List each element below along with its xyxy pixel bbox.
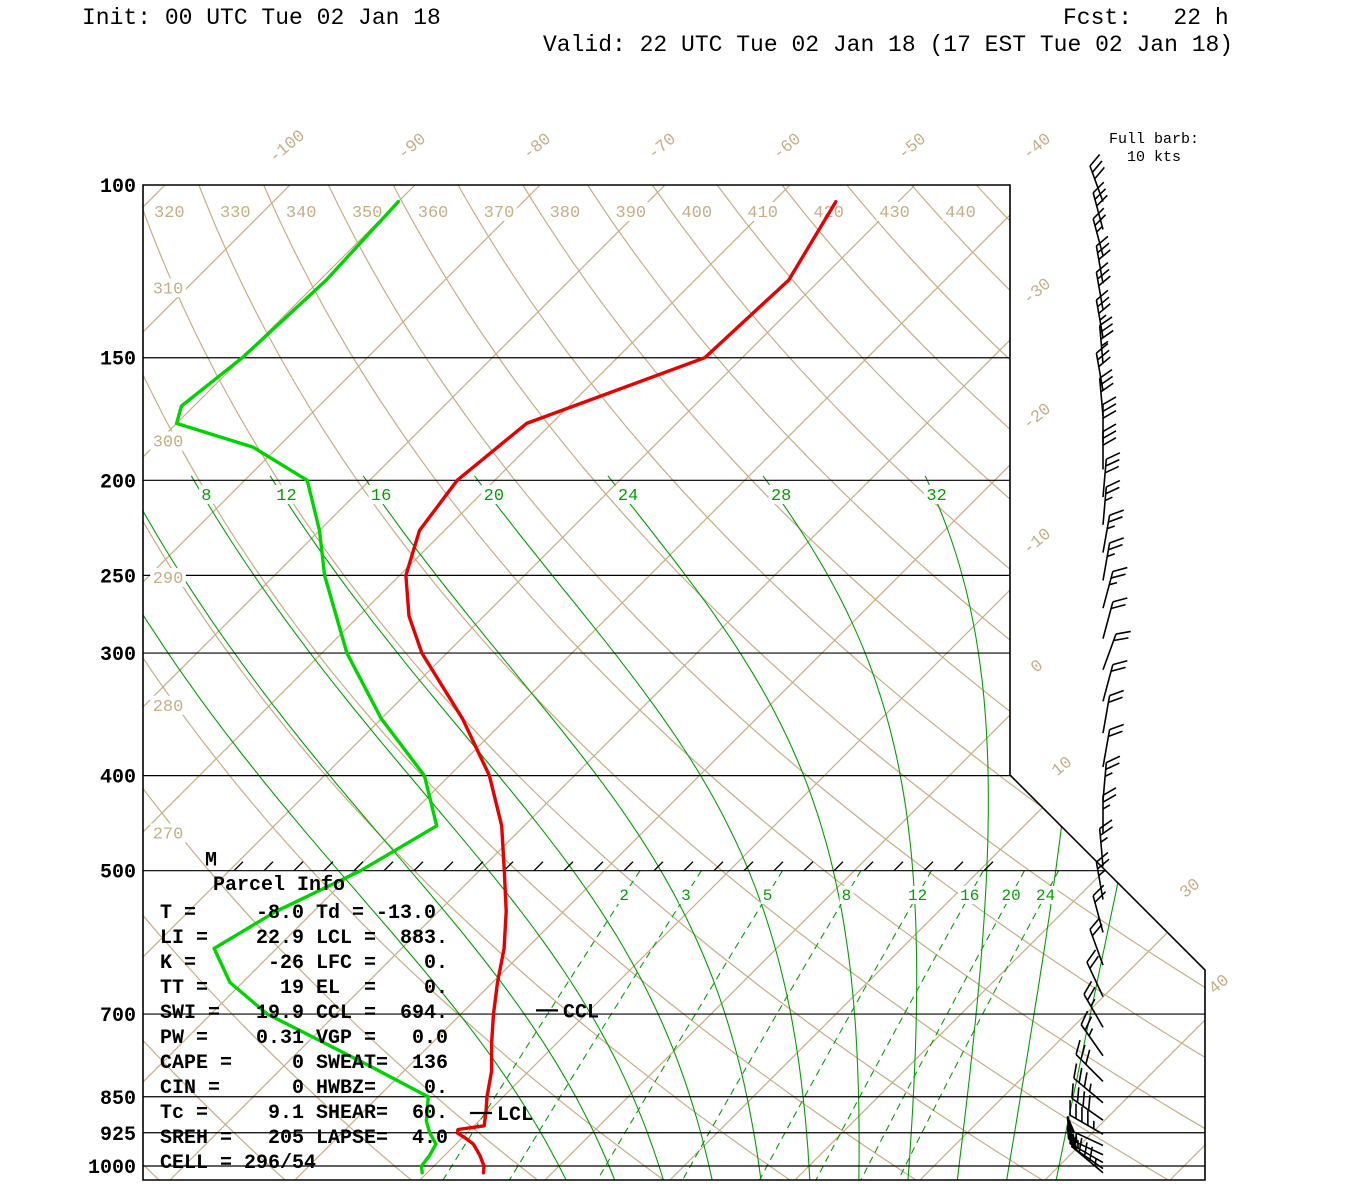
wind-barb-legend-title: Full barb: <box>1108 131 1199 148</box>
svg-text:850: 850 <box>100 1088 136 1111</box>
svg-text:16: 16 <box>371 487 391 506</box>
forecast-hour-label: Fcst: 22 h <box>1063 5 1229 31</box>
wind-barb-legend-units: 10 kts <box>1126 149 1181 166</box>
svg-text:-90: -90 <box>395 130 431 164</box>
wind-barb-column <box>1066 153 1131 1174</box>
wind-barb-legend: Full barb: 10 kts <box>1098 131 1210 167</box>
svg-text:925: 925 <box>100 1124 136 1147</box>
moist-adiabat-lines <box>143 475 1187 1180</box>
dewpoint-trace <box>174 200 439 1175</box>
svg-text:360: 360 <box>418 204 449 223</box>
svg-text:0: 0 <box>1028 657 1048 678</box>
svg-text:300: 300 <box>100 644 136 667</box>
svg-text:430: 430 <box>879 204 910 223</box>
svg-text:-20: -20 <box>1020 400 1056 434</box>
svg-text:440: 440 <box>945 204 976 223</box>
svg-text:8: 8 <box>842 887 852 905</box>
svg-text:320: 320 <box>154 204 185 223</box>
svg-text:-10: -10 <box>1020 525 1056 559</box>
svg-text:500: 500 <box>100 862 136 885</box>
sounding-traces <box>174 200 838 1175</box>
svg-text:-100: -100 <box>266 127 309 168</box>
svg-text:16: 16 <box>960 887 979 905</box>
svg-text:40: 40 <box>1206 971 1234 999</box>
svg-text:-40: -40 <box>1020 130 1056 164</box>
svg-text:32: 32 <box>926 487 946 506</box>
dry-adiabat-labels-top: 320 330 340 350 360 370 380 390 400 410 420 430 440 <box>151 202 979 223</box>
svg-text:8: 8 <box>201 487 211 506</box>
dry-adiabat-labels-left: 310 300 290 280 270 <box>150 278 186 845</box>
svg-text:-70: -70 <box>645 130 681 164</box>
svg-text:30: 30 <box>1177 875 1205 903</box>
svg-text:12: 12 <box>276 487 296 506</box>
svg-text:20: 20 <box>484 487 504 506</box>
hatched-level-ticks <box>233 861 994 872</box>
svg-text:-60: -60 <box>770 130 806 164</box>
svg-text:-30: -30 <box>1020 275 1056 309</box>
svg-text:-80: -80 <box>520 130 556 164</box>
svg-text:100: 100 <box>100 176 136 199</box>
svg-text:2: 2 <box>619 887 629 905</box>
svg-text:250: 250 <box>100 566 136 589</box>
svg-text:24: 24 <box>1036 887 1055 905</box>
svg-text:300: 300 <box>153 434 184 453</box>
m-level-marker: M <box>205 850 217 873</box>
svg-text:20: 20 <box>1002 887 1021 905</box>
svg-text:310: 310 <box>153 280 184 299</box>
svg-text:280: 280 <box>153 698 184 717</box>
svg-text:410: 410 <box>747 204 778 223</box>
plot-border <box>142 184 1206 1181</box>
svg-text:370: 370 <box>484 204 515 223</box>
svg-text:200: 200 <box>100 471 136 494</box>
temperature-trace <box>404 200 838 1175</box>
svg-text:12: 12 <box>908 887 927 905</box>
parcel-info-values: T = -8.0 Td = -13.0 LI = 22.9 LCL = 883.… <box>160 902 449 1175</box>
svg-text:400: 400 <box>100 767 136 790</box>
svg-text:-50: -50 <box>895 130 931 164</box>
ccl-label: CCL <box>563 1001 599 1024</box>
init-time-label: Init: 00 UTC Tue 02 Jan 18 <box>82 5 441 31</box>
pressure-axis-labels: 100 150 200 250 300 400 500 700 850 925 1000 <box>88 176 136 1180</box>
mixing-ratio-labels: 2 3 5 8 12 16 20 24 <box>617 886 1058 905</box>
svg-text:380: 380 <box>550 204 581 223</box>
svg-text:340: 340 <box>286 204 317 223</box>
svg-text:24: 24 <box>618 487 638 506</box>
svg-text:28: 28 <box>771 487 791 506</box>
svg-text:330: 330 <box>220 204 251 223</box>
svg-text:270: 270 <box>153 826 184 845</box>
level-markers: M CCL LCL <box>205 850 599 1127</box>
parcel-info-title: Parcel Info <box>213 874 346 897</box>
svg-text:350: 350 <box>352 204 383 223</box>
svg-text:1000: 1000 <box>88 1157 136 1180</box>
svg-text:290: 290 <box>153 570 184 589</box>
valid-time-label: Valid: 22 UTC Tue 02 Jan 18 (17 EST Tue … <box>543 32 1234 58</box>
svg-text:390: 390 <box>616 204 647 223</box>
lcl-label: LCL <box>497 1104 533 1127</box>
svg-text:700: 700 <box>100 1005 136 1028</box>
svg-text:5: 5 <box>763 887 773 905</box>
svg-text:400: 400 <box>681 204 712 223</box>
mixing-ratio-lines <box>438 870 1060 1180</box>
svg-text:150: 150 <box>100 349 136 372</box>
svg-text:10: 10 <box>1049 753 1077 781</box>
svg-text:3: 3 <box>681 887 691 905</box>
moist-adiabat-labels: 8 12 16 20 24 28 32 <box>199 485 950 506</box>
isotherm-labels-top: -100 -90 -80 -70 -60 -50 -40 <box>266 127 1056 168</box>
